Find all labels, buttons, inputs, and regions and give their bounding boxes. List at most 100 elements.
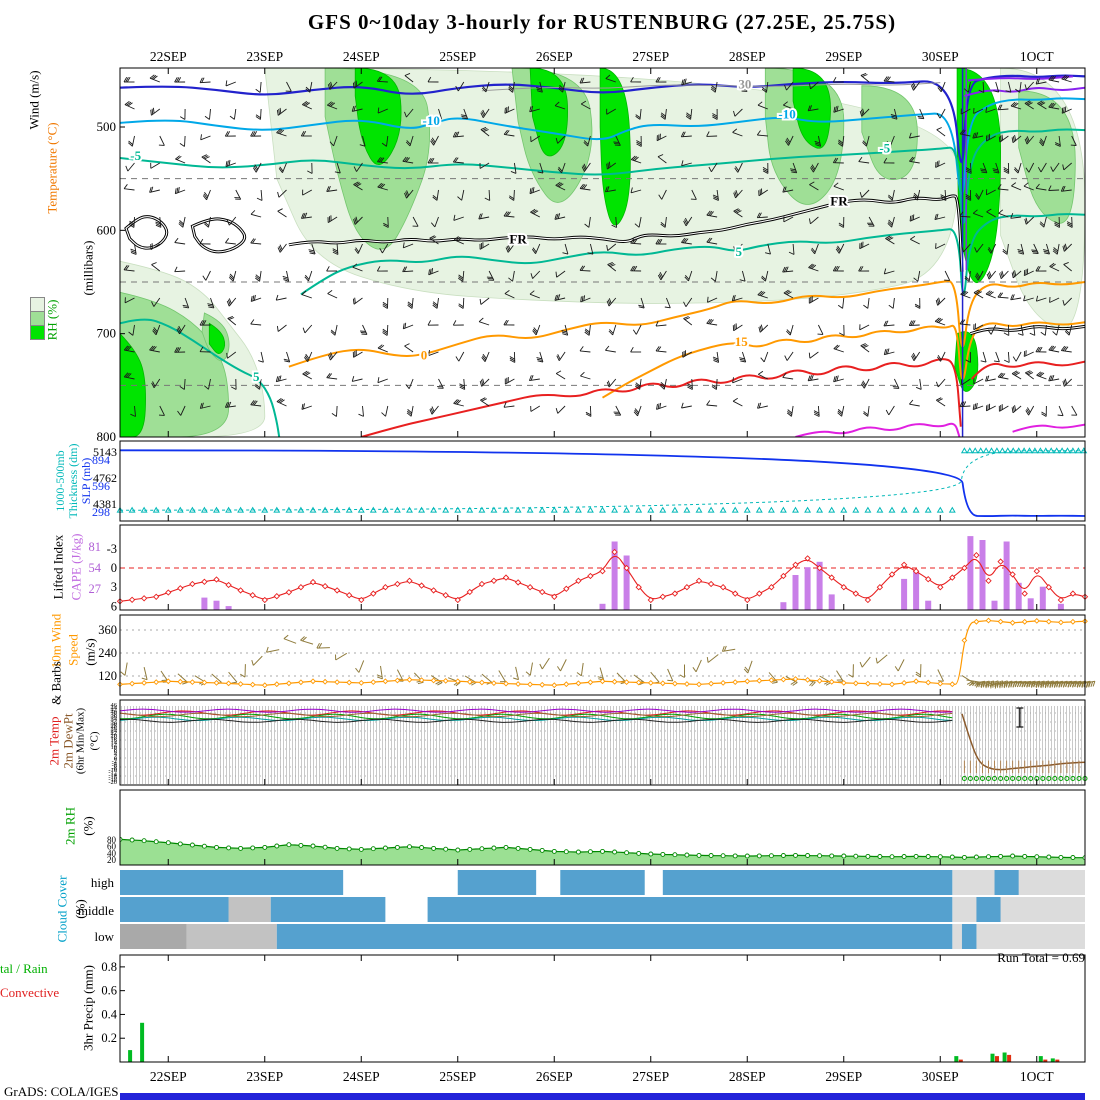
wind-barb	[608, 330, 614, 336]
wind-barb	[607, 162, 610, 169]
thickness-marker	[430, 506, 438, 513]
speed-marker	[237, 681, 244, 687]
li-marker	[719, 584, 727, 591]
wind-barb	[561, 329, 568, 333]
wind-barb	[912, 214, 915, 220]
thickness-marker	[731, 506, 739, 513]
p5-minmax-axis-label: (6hr Min/Max)	[74, 707, 87, 775]
wind-barb	[655, 77, 659, 83]
wind-barb	[810, 216, 819, 225]
speed-marker	[744, 678, 751, 685]
wind-barb	[561, 331, 568, 334]
wind-barb	[330, 329, 336, 334]
wind-barb	[351, 105, 355, 112]
wind-barb	[407, 409, 413, 414]
wind-barb	[739, 358, 746, 361]
rh-marker	[829, 853, 835, 859]
rh-marker	[527, 846, 533, 852]
wind-barb	[174, 77, 178, 83]
wind-barb	[276, 128, 281, 134]
wind-barb	[887, 222, 893, 228]
li-marker	[587, 572, 594, 580]
wind-barb	[888, 194, 893, 199]
wind-barb	[151, 75, 157, 80]
wind-barb	[1001, 134, 1004, 141]
wind-barb	[883, 320, 887, 327]
li-marker	[394, 580, 401, 588]
wind-barb	[1037, 372, 1043, 377]
wind-barb	[976, 243, 984, 253]
wind-barb	[863, 304, 869, 309]
wind-barb	[300, 213, 304, 219]
thickness-marker	[876, 506, 884, 513]
thickness-marker	[635, 506, 643, 513]
wind-barb	[1011, 294, 1015, 300]
wind-barb	[588, 324, 591, 336]
wind-barb	[508, 88, 513, 93]
wind-barb	[1054, 142, 1061, 146]
panel-frame	[119, 614, 1086, 696]
thickness-marker	[297, 506, 305, 513]
thickness-marker	[514, 506, 522, 513]
rh-circle-marker	[967, 776, 973, 781]
wind-barb	[650, 671, 660, 683]
wind-barb	[1024, 84, 1028, 90]
cape-bar	[213, 600, 220, 610]
wind-barb	[937, 398, 943, 402]
wind-barb	[997, 184, 1002, 190]
date-label-top: 24SEP	[343, 49, 380, 64]
p2-slp-axis-label: SLP (mb)	[79, 457, 93, 505]
date-label-bottom: 24SEP	[343, 1069, 380, 1084]
speed-marker	[768, 677, 775, 683]
wind10m-speed	[117, 617, 1088, 689]
wind-barb	[159, 405, 165, 416]
wind-barb	[632, 329, 637, 335]
wind-barb	[607, 380, 611, 386]
wind-barb	[937, 356, 941, 362]
temp-tick-label: 4	[114, 751, 118, 758]
wind-barb	[278, 108, 280, 115]
wind-barb	[530, 375, 534, 381]
wind-barb	[860, 109, 864, 116]
wind-barb	[993, 171, 1000, 174]
wind-barb	[834, 157, 839, 164]
wind-barb	[377, 107, 380, 114]
wind-barb	[532, 328, 538, 334]
thickness-marker	[285, 506, 293, 513]
wind-barb	[858, 266, 862, 272]
thickness-marker	[406, 506, 413, 513]
wind-barb	[711, 162, 718, 173]
date-label-bottom: 25SEP	[439, 1069, 476, 1084]
rh-marker	[925, 854, 931, 859]
wind-barb	[506, 245, 510, 252]
wind-barb	[537, 171, 544, 174]
wind-barb	[655, 324, 667, 327]
rh-marker	[407, 844, 412, 850]
wind-barb	[179, 143, 185, 147]
wind-barb	[556, 213, 559, 220]
wind-barb	[997, 188, 1009, 191]
wind-barb	[630, 187, 633, 193]
wind-barb	[660, 223, 666, 228]
wind-barb	[481, 111, 485, 117]
wind-barb	[356, 162, 363, 172]
panel-frame	[119, 440, 1086, 522]
wind-barb	[283, 358, 290, 361]
wind-barb	[355, 80, 358, 87]
speed-marker	[563, 681, 570, 688]
wind-barb	[982, 81, 985, 93]
wind-barb	[232, 270, 237, 282]
wind-barb	[634, 223, 640, 228]
wind-barb	[385, 405, 389, 417]
wind-barb	[429, 157, 433, 164]
wind-barb	[255, 114, 261, 119]
li-marker	[659, 593, 666, 600]
wind-barb	[531, 248, 536, 254]
wind-barb	[733, 208, 739, 212]
wind-barb	[1043, 250, 1050, 253]
wind-barb	[711, 386, 717, 390]
wind-barb	[608, 298, 612, 304]
wind-barb	[736, 210, 742, 214]
wind-barb	[510, 170, 517, 174]
date-label-bottom: 27SEP	[632, 1069, 669, 1084]
